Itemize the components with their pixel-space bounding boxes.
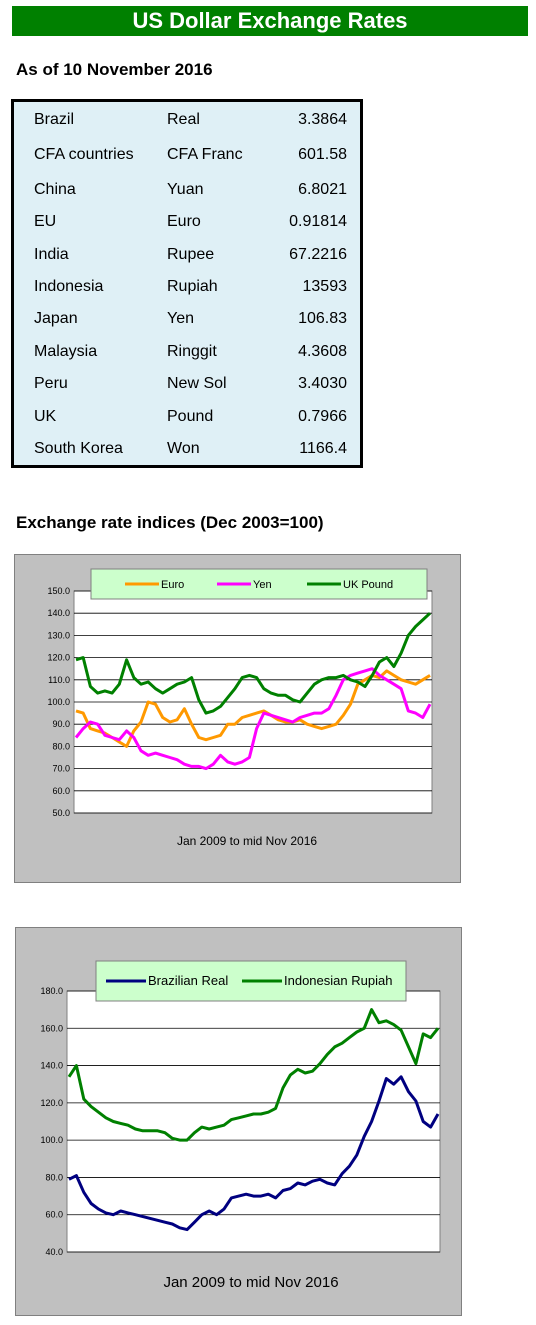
y-tick-label: 160.0	[40, 1023, 63, 1033]
rate-cell: 13593	[302, 278, 348, 295]
rate-cell: 0.7966	[298, 408, 347, 425]
y-tick-label: 50.0	[52, 808, 70, 818]
country-cell: Malaysia	[34, 343, 98, 360]
index-chart: 150.0 140.0 130.0 120.0 110.0 100.0 90.0 80.0 70…	[47, 568, 433, 848]
legend-label: Indonesian Rupiah	[284, 973, 392, 988]
y-tick-label: 70.0	[52, 764, 70, 774]
country-cell: UK	[34, 408, 57, 425]
emerging-chart-panel: 180.0 160.0 140.0 120.0 100.0 80.0 60.0 40.0 Bra…	[15, 927, 462, 1316]
country-cell: South Korea	[34, 440, 123, 457]
currency-cell: Euro	[167, 213, 201, 230]
exchange-rates-table: Brazil Real 3.3864 CFA countries CFA Fra…	[11, 99, 363, 468]
rate-cell: 3.4030	[298, 375, 347, 392]
series-line-yen	[74, 667, 432, 771]
legend-label: Euro	[161, 579, 184, 591]
y-tick-label: 40.0	[45, 1247, 63, 1257]
table-row: India Rupee 67.2216	[14, 246, 360, 268]
country-cell: India	[34, 246, 69, 263]
currency-cell: Yen	[167, 310, 194, 327]
index-chart-panel: 150.0 140.0 130.0 120.0 110.0 100.0 90.0 80.0 70…	[14, 554, 461, 883]
y-tick-label: 150.0	[47, 586, 70, 596]
table-row: Indonesia Rupiah 13593	[14, 278, 360, 300]
y-tick-label: 140.0	[40, 1061, 63, 1071]
y-tick-label: 80.0	[45, 1172, 63, 1182]
currency-cell: CFA Franc	[167, 146, 243, 163]
y-tick-label: 60.0	[52, 786, 70, 796]
table-row: CFA countries CFA Franc 601.58	[14, 146, 360, 168]
series-line-indonesian-rupiah	[67, 1008, 440, 1142]
country-cell: Brazil	[34, 111, 75, 128]
y-tick-label: 90.0	[52, 719, 70, 729]
rate-cell: 601.58	[298, 146, 347, 163]
table-row: UK Pound 0.7966	[14, 408, 360, 430]
y-tick-label: 100.0	[47, 697, 70, 707]
rate-cell: 106.83	[298, 310, 347, 327]
rate-cell: 1166.4	[299, 440, 347, 457]
rate-cell: 0.91814	[289, 213, 347, 230]
country-cell: Peru	[34, 375, 68, 392]
currency-cell: Yuan	[167, 181, 204, 198]
y-tick-label: 60.0	[45, 1210, 63, 1220]
country-cell: Japan	[34, 310, 78, 327]
country-cell: EU	[34, 213, 57, 230]
rate-cell: 3.3864	[298, 111, 347, 128]
legend-label: Brazilian Real	[148, 973, 228, 988]
emerging-chart: 180.0 160.0 140.0 120.0 100.0 80.0 60.0 40.0 Bra…	[40, 960, 441, 1291]
table-row: South Korea Won 1166.4	[14, 440, 360, 462]
country-cell: CFA countries	[34, 146, 134, 163]
currency-cell: New Sol	[167, 375, 227, 392]
y-tick-label: 130.0	[47, 630, 70, 640]
rate-cell: 67.2216	[289, 246, 347, 263]
y-tick-label: 120.0	[40, 1098, 63, 1108]
x-axis-label: Jan 2009 to mid Nov 2016	[163, 1274, 338, 1291]
country-cell: China	[34, 181, 76, 198]
series-line-brazilian-real	[68, 1075, 440, 1232]
rate-cell: 6.8021	[298, 181, 347, 198]
table-row: Brazil Real 3.3864	[14, 111, 360, 133]
legend-label: Yen	[253, 579, 272, 591]
y-tick-label: 110.0	[48, 675, 70, 685]
table-row: Peru New Sol 3.4030	[14, 375, 360, 397]
plot-area	[66, 990, 441, 1253]
currency-cell: Real	[167, 111, 200, 128]
indices-heading: Exchange rate indices (Dec 2003=100)	[16, 513, 324, 532]
as-of-date: As of 10 November 2016	[16, 60, 213, 79]
y-tick-label: 140.0	[47, 608, 70, 618]
currency-cell: Ringgit	[167, 343, 217, 360]
x-axis-label: Jan 2009 to mid Nov 2016	[177, 834, 317, 848]
currency-cell: Won	[167, 440, 200, 457]
table-row: China Yuan 6.8021	[14, 181, 360, 203]
table-row: Japan Yen 106.83	[14, 310, 360, 332]
y-tick-label: 80.0	[52, 741, 70, 751]
currency-cell: Rupiah	[167, 278, 218, 295]
table-row: Malaysia Ringgit 4.3608	[14, 343, 360, 365]
country-cell: Indonesia	[34, 278, 104, 295]
page-banner: US Dollar Exchange Rates	[12, 6, 528, 36]
currency-cell: Rupee	[167, 246, 215, 263]
legend-label: UK Pound	[343, 579, 393, 591]
y-tick-label: 180.0	[40, 986, 63, 996]
y-tick-label: 120.0	[47, 653, 70, 663]
table-row: EU Euro 0.91814	[14, 213, 360, 235]
y-tick-label: 100.0	[40, 1135, 63, 1145]
currency-cell: Pound	[167, 408, 214, 425]
series-line-uk-pound	[75, 612, 432, 715]
rate-cell: 4.3608	[298, 343, 347, 360]
